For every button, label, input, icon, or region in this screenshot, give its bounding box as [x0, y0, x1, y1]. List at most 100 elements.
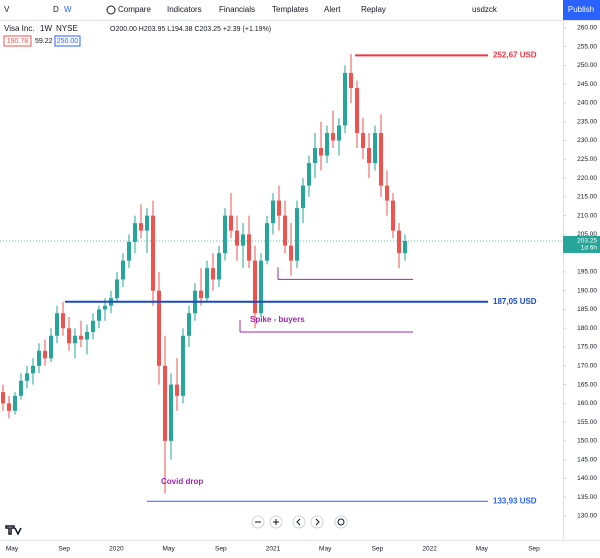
candle-body — [49, 335, 53, 359]
candle-body — [241, 234, 245, 246]
y-tick-label: 150.00 — [577, 438, 597, 445]
toolbar-button[interactable]: Replay — [361, 5, 386, 14]
candle-body — [361, 133, 365, 149]
y-tick-label: 145.00 — [577, 456, 597, 463]
icon — [296, 518, 301, 526]
symbol[interactable]: V — [4, 5, 10, 14]
navigation-buttons — [251, 515, 348, 529]
candle-body — [295, 208, 299, 261]
candle-body — [247, 234, 251, 261]
y-tick-label: 245.00 — [577, 81, 597, 88]
publish-label[interactable]: Publish — [568, 5, 594, 14]
candle-body — [403, 240, 407, 254]
y-tick-label: 230.00 — [577, 137, 597, 144]
legend-interval: 1W — [40, 24, 52, 33]
x-tick-label: May — [162, 546, 175, 553]
y-tick-label: 160.00 — [577, 400, 597, 407]
candle-body — [157, 290, 161, 366]
x-tick-label: 2020 — [109, 546, 124, 553]
x-tick-label: 2022 — [422, 546, 437, 553]
candle-body — [31, 365, 35, 374]
y-tick-label: 135.00 — [577, 494, 597, 501]
y-tick-label: 215.00 — [577, 194, 597, 201]
y-tick-label: 240.00 — [577, 100, 597, 107]
y-tick-label: 185.00 — [577, 306, 597, 313]
interval[interactable]: D — [53, 5, 59, 14]
candle-body — [271, 200, 275, 224]
candle-body — [397, 230, 401, 254]
candle-body — [91, 320, 95, 332]
candle-body — [133, 223, 137, 242]
toolbar-button[interactable]: Templates — [272, 5, 308, 14]
x-tick-label: May — [476, 546, 489, 553]
candle-body — [37, 350, 41, 366]
candle-body — [283, 215, 287, 246]
candle-body — [343, 72, 347, 126]
toolbar-button[interactable]: Compare — [118, 5, 151, 14]
x-tick-label: Sep — [215, 546, 227, 553]
reset-chart[interactable] — [334, 515, 348, 529]
last-price-label: 203.25 — [577, 238, 597, 245]
candle-body — [385, 185, 389, 201]
layout-name[interactable]: usdzck — [472, 5, 498, 14]
y-tick-label: 210.00 — [577, 212, 597, 219]
x-tick-label: Sep — [58, 546, 70, 553]
logo — [5, 525, 22, 536]
candle-body — [55, 313, 59, 336]
legend-box — [54, 35, 81, 47]
candle-body — [85, 332, 89, 340]
y-tick-label: 260.00 — [577, 25, 597, 32]
candle-body — [265, 223, 269, 261]
compare-icon — [106, 5, 116, 15]
last-price-badge — [563, 235, 600, 253]
candle-body — [223, 215, 227, 254]
publish-button[interactable] — [563, 0, 600, 20]
x-tick-label: Sep — [372, 546, 384, 553]
x-tick-label: Sep — [528, 546, 540, 553]
candle-body — [67, 328, 71, 344]
candle-body — [151, 215, 155, 291]
legend-symbol: Visa Inc. — [4, 24, 35, 33]
candle-body — [349, 72, 353, 88]
candle-body — [145, 215, 149, 231]
candle-body — [175, 384, 179, 396]
candle-body — [229, 215, 233, 231]
scroll-right[interactable] — [310, 515, 324, 529]
candle-body — [355, 87, 359, 134]
candle-body — [199, 290, 203, 299]
candle-body — [19, 380, 23, 396]
candle-body — [73, 335, 77, 344]
toolbar-button[interactable]: Financials — [219, 5, 255, 14]
candle-body — [217, 253, 221, 280]
candle-body — [307, 163, 311, 186]
candle-body — [25, 373, 29, 381]
candle-body — [379, 133, 383, 186]
candle-body — [97, 309, 101, 321]
level-label: 187,05 USD — [493, 297, 537, 306]
candle-body — [139, 223, 143, 231]
legend-value: 59.22 — [35, 38, 53, 45]
y-tick-label: 130.00 — [577, 513, 597, 520]
toolbar-button[interactable]: Indicators — [167, 5, 202, 14]
icon — [315, 518, 320, 526]
candle-body — [43, 350, 47, 359]
y-tick-label: 180.00 — [577, 325, 597, 332]
countdown: 1d 6h — [581, 245, 598, 252]
y-tick-label: 170.00 — [577, 363, 597, 370]
candle-body — [169, 384, 173, 441]
scroll-left[interactable] — [292, 515, 306, 529]
level-label: 133,93 USD — [493, 496, 537, 505]
candle-body — [277, 200, 281, 216]
candle-body — [211, 268, 215, 280]
candle-body — [163, 365, 167, 441]
candle-body — [187, 313, 191, 336]
candle-body — [331, 133, 335, 141]
toolbar-button[interactable]: Alert — [324, 5, 341, 14]
icon — [273, 519, 279, 525]
candle-body — [103, 305, 107, 310]
candle-body — [259, 260, 263, 314]
interval[interactable]: W — [64, 5, 72, 14]
y-tick-label: 165.00 — [577, 381, 597, 388]
candle-body — [391, 200, 395, 231]
